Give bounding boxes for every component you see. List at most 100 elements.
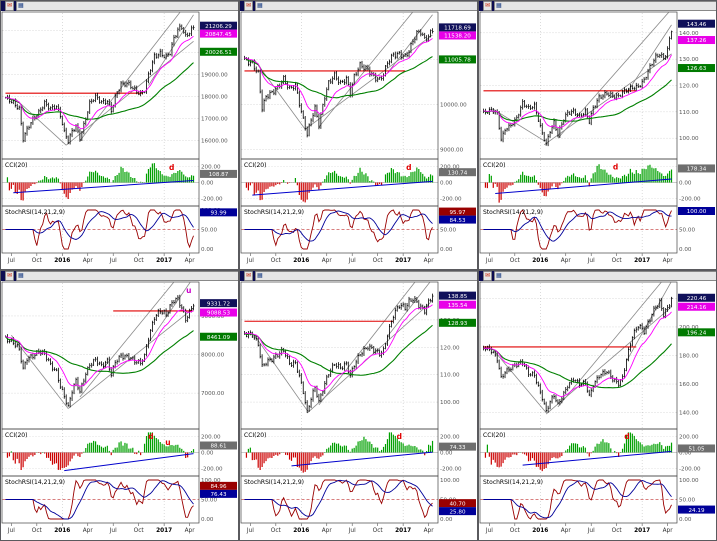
svg-text:u: u <box>165 438 170 447</box>
panel-titlebar: $XBD (Weekly) - Securities Broker/Dealer… <box>479 271 716 281</box>
chart-panel-nya: $NYA (Weekly) - NYSE Composite Index (EO… <box>239 0 478 270</box>
panel-titlebar: $INDU (Weekly) - Dow Jones Industrial Av… <box>1 1 238 11</box>
email-icon[interactable]: ✉ <box>244 271 254 281</box>
svg-text:100.00: 100.00 <box>679 136 699 142</box>
svg-text:0.00: 0.00 <box>679 181 692 187</box>
svg-text:Jul: Jul <box>109 528 117 534</box>
email-icon[interactable]: ✉ <box>5 271 15 281</box>
svg-text:140.00: 140.00 <box>679 411 699 417</box>
svg-text:Apr: Apr <box>561 528 572 534</box>
svg-text:2016: 2016 <box>293 258 309 264</box>
panel-titlebar: QQQ (Weekly) - PowerShares QQQ Trust NAS… <box>479 1 716 11</box>
svg-text:2016: 2016 <box>54 258 70 264</box>
svg-text:2017: 2017 <box>156 528 172 534</box>
gallery-icon[interactable]: ▦ <box>16 271 238 281</box>
price-indicator-chart[interactable]: 9000.00 8000.00 7000.00 9331.72 9088.53 8461.… <box>1 281 238 539</box>
svg-text:110.00: 110.00 <box>679 110 699 116</box>
svg-text:100.00: 100.00 <box>201 478 221 484</box>
svg-text:200.00: 200.00 <box>201 165 221 171</box>
price-indicator-chart[interactable]: 21000.0020000.0019000.0018000.0017000.00… <box>1 11 238 269</box>
gallery-icon[interactable]: ▦ <box>255 271 477 281</box>
svg-text:-200.00: -200.00 <box>440 466 462 472</box>
svg-text:Jul: Jul <box>7 528 15 534</box>
svg-text:Apr: Apr <box>322 258 333 264</box>
svg-text:CCI(20): CCI(20) <box>5 432 27 439</box>
svg-text:214.16: 214.16 <box>687 305 707 311</box>
svg-text:137.26: 137.26 <box>687 38 707 44</box>
svg-text:50.00: 50.00 <box>679 228 695 234</box>
svg-text:d: d <box>397 432 402 441</box>
email-icon[interactable]: ✉ <box>483 1 493 11</box>
email-icon[interactable]: ✉ <box>483 271 493 281</box>
svg-text:d: d <box>148 432 153 441</box>
gallery-icon[interactable]: ▦ <box>494 1 716 11</box>
svg-text:50.00: 50.00 <box>440 228 456 234</box>
svg-text:StochRSI(14,21,2,9): StochRSI(14,21,2,9) <box>244 479 304 486</box>
svg-text:16000.00: 16000.00 <box>201 139 228 145</box>
price-indicator-chart[interactable]: 140.00 130.00 120.00 110.00 100.00 143.46 137.… <box>479 11 716 269</box>
svg-text:50.00: 50.00 <box>201 228 217 234</box>
gallery-icon[interactable]: ▦ <box>494 271 716 281</box>
svg-text:8461.09: 8461.09 <box>207 335 231 341</box>
svg-text:160.00: 160.00 <box>679 382 699 388</box>
svg-text:0.00: 0.00 <box>679 247 692 253</box>
chart-panel-tran: $TRAN (Weekly) - Dow Jones Transportatio… <box>0 270 239 541</box>
svg-text:50.00: 50.00 <box>679 498 695 504</box>
email-icon[interactable]: ✉ <box>244 1 254 11</box>
svg-text:100.00: 100.00 <box>679 478 699 484</box>
svg-text:25.80: 25.80 <box>449 509 465 515</box>
svg-text:Oct: Oct <box>271 258 282 264</box>
svg-text:2017: 2017 <box>634 528 650 534</box>
svg-text:Oct: Oct <box>271 528 282 534</box>
svg-text:Oct: Oct <box>32 528 43 534</box>
price-indicator-chart[interactable]: 220.00200.00180.00160.00140.00220.46214.… <box>479 281 716 539</box>
svg-text:Apr: Apr <box>322 528 333 534</box>
svg-text:CCI(20): CCI(20) <box>483 162 505 169</box>
svg-text:100.00: 100.00 <box>440 400 460 406</box>
svg-text:Oct: Oct <box>373 528 384 534</box>
price-indicator-chart[interactable]: 130.00120.00110.00100.00138.85135.54128.… <box>240 281 477 539</box>
svg-text:178.34: 178.34 <box>687 167 707 173</box>
svg-text:Oct: Oct <box>510 528 521 534</box>
panel-titlebar: $TRAN (Weekly) - Dow Jones Transportatio… <box>1 271 238 281</box>
svg-text:74.33: 74.33 <box>449 445 465 451</box>
svg-text:120.00: 120.00 <box>679 84 699 90</box>
svg-text:Oct: Oct <box>134 258 145 264</box>
svg-text:40.70: 40.70 <box>449 501 465 507</box>
svg-text:200.00: 200.00 <box>440 165 460 171</box>
svg-text:24.19: 24.19 <box>688 508 704 514</box>
svg-text:Oct: Oct <box>510 258 521 264</box>
svg-text:8000.00: 8000.00 <box>201 353 225 359</box>
gallery-icon[interactable]: ▦ <box>16 1 238 11</box>
svg-text:200.00: 200.00 <box>679 435 699 441</box>
svg-text:Oct: Oct <box>134 528 145 534</box>
svg-text:StochRSI(14,21,2,9): StochRSI(14,21,2,9) <box>5 209 65 216</box>
svg-text:2017: 2017 <box>395 258 411 264</box>
gallery-icon[interactable]: ▦ <box>255 1 477 11</box>
svg-text:d: d <box>406 163 411 172</box>
svg-text:Jul: Jul <box>348 258 356 264</box>
svg-text:Apr: Apr <box>83 258 94 264</box>
svg-text:9000.00: 9000.00 <box>201 314 225 320</box>
svg-text:Oct: Oct <box>373 258 384 264</box>
svg-text:CCI(20): CCI(20) <box>5 162 27 169</box>
svg-text:-200.00: -200.00 <box>201 466 223 472</box>
svg-text:Jul: Jul <box>109 258 117 264</box>
svg-text:76.43: 76.43 <box>210 492 226 498</box>
svg-text:Jul: Jul <box>7 258 15 264</box>
svg-text:18000.00: 18000.00 <box>201 95 228 101</box>
svg-text:-200.00: -200.00 <box>679 466 701 472</box>
svg-text:-200.00: -200.00 <box>679 196 701 202</box>
svg-text:108.87: 108.87 <box>209 172 229 178</box>
svg-text:11538.20: 11538.20 <box>444 34 471 40</box>
svg-text:2016: 2016 <box>532 528 548 534</box>
svg-text:Apr: Apr <box>561 258 572 264</box>
svg-text:Apr: Apr <box>663 528 674 534</box>
price-indicator-chart[interactable]: 11000.0010000.009000.0011718.6911538.201… <box>240 11 477 269</box>
svg-text:-200.00: -200.00 <box>201 196 223 202</box>
svg-text:0.00: 0.00 <box>201 247 214 253</box>
svg-text:Apr: Apr <box>83 528 94 534</box>
email-icon[interactable]: ✉ <box>5 1 15 11</box>
svg-text:2016: 2016 <box>293 528 309 534</box>
